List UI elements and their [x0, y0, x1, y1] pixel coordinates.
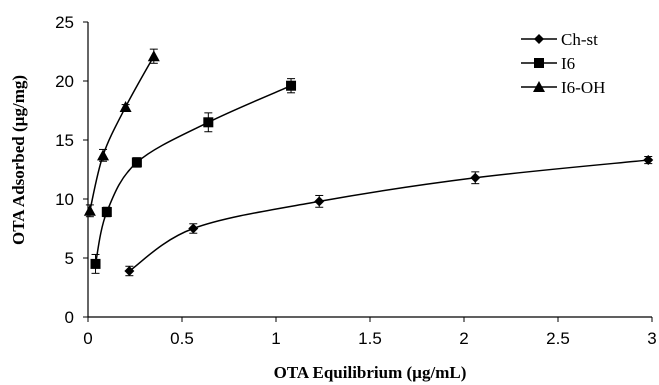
diamond-marker	[643, 155, 654, 166]
y-tick-label: 25	[55, 13, 74, 32]
series-i6-oh	[83, 48, 160, 218]
triangle-marker	[119, 100, 132, 112]
triangle-marker	[83, 204, 96, 216]
x-tick-label: 1.5	[358, 329, 382, 348]
series-ch-st	[124, 155, 654, 277]
diamond-marker	[188, 223, 199, 234]
series-line	[89, 55, 155, 211]
y-tick-label: 0	[65, 308, 74, 327]
triangle-marker	[147, 50, 160, 62]
y-axis-title: OTA Adsorbed (µg/mg)	[9, 75, 28, 245]
y-tick-label: 20	[55, 72, 74, 91]
legend: Ch-st I6 I6-OH	[521, 30, 605, 97]
square-marker	[90, 258, 101, 269]
square-marker	[286, 80, 297, 91]
x-tick-label: 2.5	[546, 329, 570, 348]
x-tick-label: 2	[459, 329, 468, 348]
x-tick-label: 3	[647, 329, 656, 348]
diamond-marker	[534, 34, 544, 44]
x-tick-label: 0	[83, 329, 92, 348]
y-tick-label: 10	[55, 190, 74, 209]
diamond-marker	[124, 265, 135, 276]
series-layer	[83, 48, 654, 277]
legend-label: I6-OH	[561, 78, 605, 97]
series-line	[94, 85, 292, 265]
triangle-marker	[533, 81, 545, 92]
x-axis-title: OTA Equilibrium (µg/mL)	[274, 363, 467, 382]
diamond-marker	[314, 196, 325, 207]
legend-label: Ch-st	[561, 30, 598, 49]
legend-item: I6-OH	[521, 78, 605, 97]
y-tick-label: 15	[55, 131, 74, 150]
diamond-marker	[470, 172, 481, 183]
triangle-marker	[97, 149, 110, 161]
series-i6	[90, 78, 297, 274]
axes: 0 5 10 15 20 25 0 0.5 1 1.5 2 2.5 3	[55, 13, 657, 348]
legend-item: Ch-st	[521, 30, 598, 49]
square-marker	[534, 58, 544, 68]
legend-label: I6	[561, 54, 575, 73]
x-tick-label: 0.5	[170, 329, 194, 348]
x-tick-label: 1	[271, 329, 280, 348]
square-marker	[101, 206, 112, 217]
square-marker	[131, 157, 142, 168]
square-marker	[203, 117, 214, 128]
y-tick-label: 5	[65, 249, 74, 268]
legend-item: I6	[521, 54, 575, 73]
series-line	[128, 159, 649, 272]
